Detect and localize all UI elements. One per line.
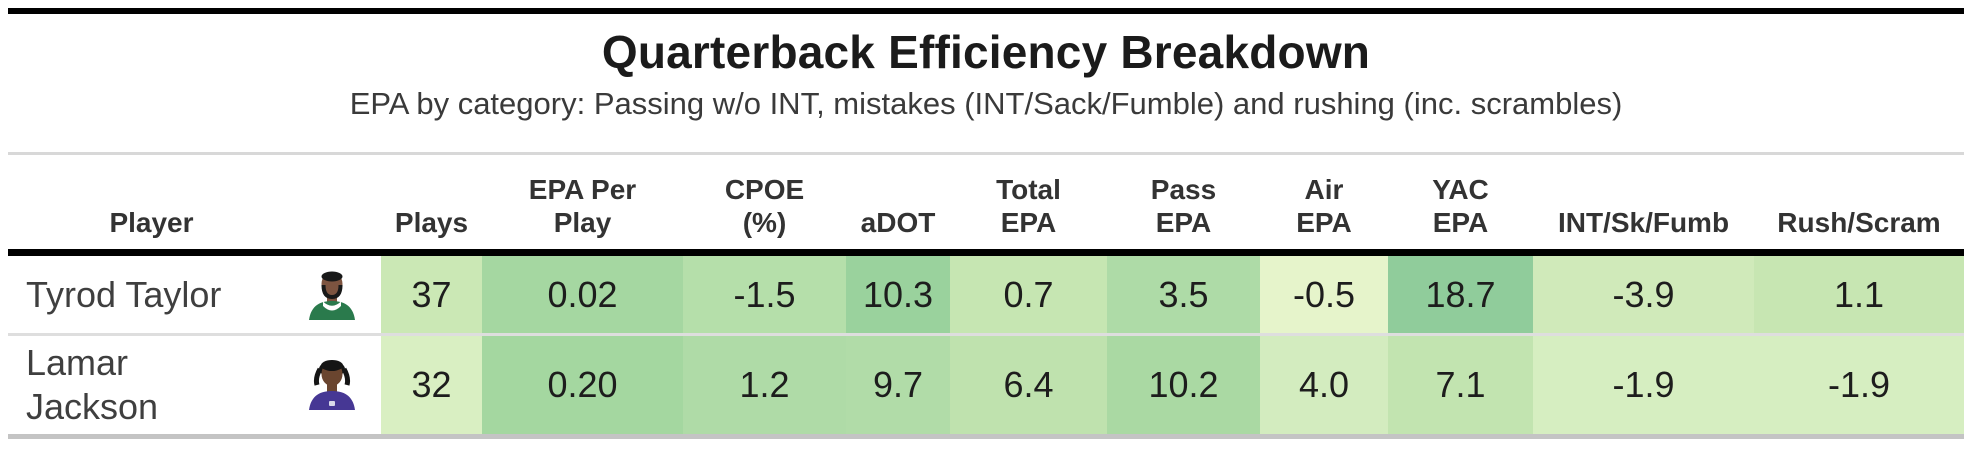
column-header-label: Total EPA	[996, 174, 1061, 238]
column-header-air_epa: Air EPA	[1260, 173, 1388, 239]
cell-epa_per_play: 0.02	[482, 256, 683, 333]
cell-yac_epa: 7.1	[1388, 336, 1533, 434]
column-header-row: Player Plays EPA Per Play CPOE (%) aDOT Total…	[8, 155, 1964, 256]
lamar-jackson-headshot	[295, 360, 381, 410]
qb-efficiency-table: Quarterback Efficiency Breakdown EPA by …	[8, 8, 1964, 439]
player-name: Tyrod Taylor	[26, 273, 222, 315]
column-header-adot: aDOT	[846, 206, 950, 239]
player-name: Lamar Jackson	[26, 342, 159, 427]
cell-adot: 10.3	[846, 256, 950, 333]
cell-air_epa: -0.5	[1260, 256, 1388, 333]
column-header-label: Player	[109, 207, 194, 238]
column-header-int_sk_fumb: INT/Sk/Fumb	[1533, 206, 1754, 239]
cell-air_epa: 4.0	[1260, 336, 1388, 434]
cell-pass_epa: 10.2	[1107, 336, 1260, 434]
column-header-label: aDOT	[860, 207, 936, 238]
table-row: Lamar Jackson 32 0.20 1.2 9.7 6.4 10.2 4.0 7.1 -1…	[8, 333, 1964, 434]
cell-adot: 9.7	[846, 336, 950, 434]
cell-plays: 37	[381, 256, 482, 333]
cell-total_epa: 6.4	[950, 336, 1107, 434]
tyrod-taylor-headshot	[295, 270, 381, 320]
column-header-label: Rush/Scram	[1777, 207, 1941, 238]
table-row: Tyrod Taylor 37 0.02 -1.5 10.3 0.7 3.5 -0.5 18.7…	[8, 256, 1964, 333]
column-header-yac_epa: YAC EPA	[1388, 173, 1533, 239]
column-header-label: Plays	[394, 207, 469, 238]
column-header-label: Pass EPA	[1150, 174, 1217, 238]
player-cell: Tyrod Taylor	[8, 256, 381, 333]
column-header-label: CPOE (%)	[724, 174, 805, 238]
column-header-rush_scram: Rush/Scram	[1754, 206, 1964, 239]
column-header-label: INT/Sk/Fumb	[1557, 207, 1730, 238]
column-header-pass_epa: Pass EPA	[1107, 173, 1260, 239]
table-header-block: Quarterback Efficiency Breakdown EPA by …	[8, 14, 1964, 155]
column-header-total_epa: Total EPA	[950, 173, 1107, 239]
column-header-label: YAC EPA	[1432, 174, 1489, 238]
cell-yac_epa: 18.7	[1388, 256, 1533, 333]
cell-rush_scram: 1.1	[1754, 256, 1964, 333]
cell-cpoe: -1.5	[683, 256, 846, 333]
table-subtitle: EPA by category: Passing w/o INT, mistak…	[349, 86, 1623, 121]
cell-int_sk_fumb: -1.9	[1533, 336, 1754, 434]
column-header-epa_per_play: EPA Per Play	[482, 173, 683, 239]
table-title: Quarterback Efficiency Breakdown	[601, 26, 1371, 78]
cell-total_epa: 0.7	[950, 256, 1107, 333]
column-header-plays: Plays	[381, 206, 482, 239]
column-header-cpoe: CPOE (%)	[683, 173, 846, 239]
cell-pass_epa: 3.5	[1107, 256, 1260, 333]
cell-plays: 32	[381, 336, 482, 434]
top-rule	[8, 8, 1964, 14]
table-body: Tyrod Taylor 37 0.02 -1.5 10.3 0.7 3.5 -0.5 18.7…	[8, 256, 1964, 439]
cell-rush_scram: -1.9	[1754, 336, 1964, 434]
cell-epa_per_play: 0.20	[482, 336, 683, 434]
column-header-label: Air EPA	[1296, 174, 1352, 238]
cell-cpoe: 1.2	[683, 336, 846, 434]
column-header-label: EPA Per Play	[528, 174, 637, 238]
player-cell: Lamar Jackson	[8, 336, 381, 434]
column-header-player: Player	[8, 206, 381, 239]
cell-int_sk_fumb: -3.9	[1533, 256, 1754, 333]
